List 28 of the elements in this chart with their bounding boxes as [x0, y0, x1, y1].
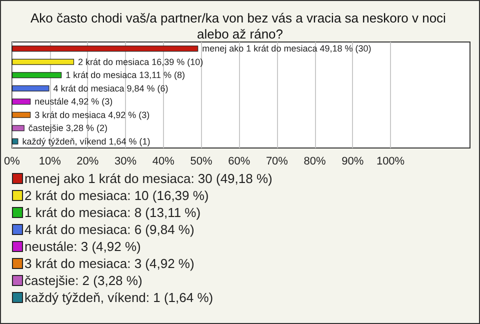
- data-label: 1 krát do mesiaca 13,11 % (8): [66, 70, 186, 80]
- legend-label: neustále: 3 (4,92 %): [24, 239, 141, 254]
- x-tick-label: 50%: [190, 156, 212, 168]
- data-label: 3 krát do mesiaca 4,92 % (3): [34, 110, 150, 120]
- data-label: 2 krát do mesiaca 16,39 % (10): [78, 56, 204, 67]
- x-tick-label: 20%: [76, 156, 99, 168]
- data-label: častejšie 3,28 % (2): [28, 123, 108, 134]
- legend-label: častejšie: 2 (3,28 %): [24, 273, 142, 288]
- x-tick-label: 40%: [152, 156, 175, 168]
- data-label: každý týždeň, víkend 1,64 % (1): [22, 136, 150, 146]
- legend-label: 1 krát do mesiaca: 8 (13,11 %): [24, 205, 201, 220]
- x-tick-label: 10%: [38, 156, 62, 168]
- chart-title: Ako často chodi vaš/a partner/ka von bez vás a vracia sa neskoro v noci alebo až ráno?: [30, 10, 450, 42]
- legend-label: 2 krát do mesiaca: 10 (16,39 %): [24, 188, 209, 203]
- x-tick-label: 90%: [342, 156, 364, 168]
- x-tick-label: 100%: [376, 156, 405, 168]
- legend-label: 3 krát do mesiaca: 3 (4,92 %): [24, 256, 194, 271]
- data-label: 4 krát do mesiaca 9,84 % (6): [53, 83, 168, 94]
- legend-label: každý týždeň, víkend: 1 (1,64 %): [24, 290, 214, 305]
- x-tick-label: 80%: [304, 156, 326, 168]
- data-label: neustále 4,92 % (3): [34, 96, 113, 107]
- legend-label: 4 krát do mesiaca: 6 (9,84 %): [24, 222, 194, 237]
- x-tick-label: 60%: [228, 156, 250, 168]
- data-label: menej ako 1 krát do mesiaca 49,18 % (30): [202, 44, 372, 54]
- x-tick-label: 70%: [266, 156, 288, 168]
- legend-label: menej ako 1 krát do mesiaca: 30 (49,18 %): [24, 171, 272, 186]
- x-tick-label: 30%: [114, 156, 137, 168]
- x-tick-label: 0%: [4, 156, 20, 168]
